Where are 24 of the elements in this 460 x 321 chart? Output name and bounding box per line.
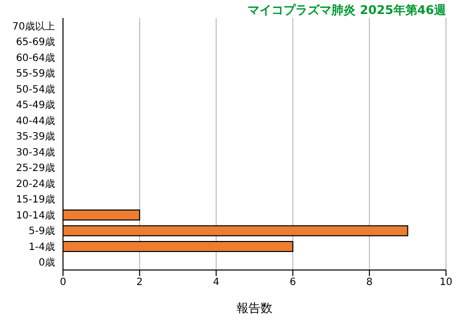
y-tick-label: 60-64歳 <box>16 52 55 64</box>
y-tick-label: 50-54歳 <box>16 83 55 96</box>
x-tick-label: 10 <box>440 277 452 288</box>
y-tick-label: 20-24歳 <box>16 178 55 190</box>
y-tick-label: 25-29歳 <box>16 162 55 174</box>
y-tick-label: 5-9歳 <box>28 225 55 238</box>
y-tick-label: 10-14歳 <box>16 209 55 222</box>
y-tick-label: 45-49歳 <box>16 99 55 112</box>
y-tick-label: 1-4歳 <box>28 240 55 253</box>
y-tick-label: 55-59歳 <box>16 68 55 80</box>
x-tick-label: 6 <box>290 277 296 288</box>
x-axis-title: 報告数 <box>236 300 274 317</box>
y-tick-label: 30-34歳 <box>16 146 55 158</box>
y-tick-label: 65-69歳 <box>16 36 55 48</box>
x-tick-label: 0 <box>60 277 66 288</box>
y-tick-label: 70歳以上 <box>12 20 55 32</box>
y-tick-label: 15-19歳 <box>16 194 55 206</box>
y-tick-label: 0歳 <box>38 256 55 269</box>
x-tick-label: 2 <box>136 277 143 288</box>
x-tick-label: 4 <box>213 277 220 288</box>
x-tick-label: 8 <box>366 277 373 288</box>
chart-title: マイコプラズマ肺炎 2025年第46週 <box>248 2 446 19</box>
y-tick-label: 35-39歳 <box>16 130 55 143</box>
y-tick-label: 40-44歳 <box>16 114 55 127</box>
